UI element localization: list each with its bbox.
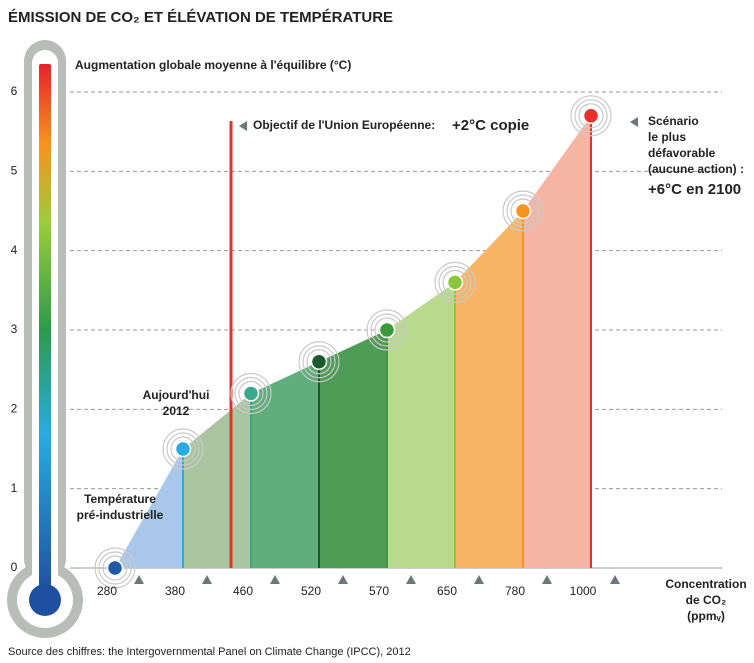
x-axis-label: Concentration (665, 577, 746, 591)
thermometer (7, 40, 83, 638)
axis-marker (474, 575, 484, 584)
annotation: (aucune action) : (648, 162, 744, 176)
y-tick-label: 6 (11, 84, 18, 98)
axis-marker (134, 575, 144, 584)
chart: ÉMISSION DE CO₂ ET ÉLÉVATION DE TEMPÉRAT… (0, 0, 754, 663)
axis-marker (270, 575, 280, 584)
annotation: Objectif de l'Union Européenne: (253, 118, 435, 132)
axis-marker (542, 575, 552, 584)
x-axis-label: de CO₂ (686, 593, 727, 607)
y-axis-label: Augmentation globale moyenne à l'équilib… (75, 58, 351, 72)
point (176, 442, 191, 457)
y-tick-label: 1 (11, 481, 18, 495)
point (584, 108, 599, 123)
point (448, 275, 463, 290)
point (516, 204, 531, 219)
annotation: le plus (648, 130, 686, 144)
x-axis-label: (ppmᵥ) (687, 609, 725, 623)
x-tick-label: 1000 (570, 584, 597, 598)
annotation: Aujourd'hui (143, 388, 210, 402)
x-tick-label: 570 (369, 584, 389, 598)
area-segment (387, 282, 455, 568)
annotation: +6°C en 2100 (648, 181, 741, 198)
chart-title: ÉMISSION DE CO₂ ET ÉLÉVATION DE TEMPÉRAT… (8, 9, 393, 26)
y-tick-label: 3 (11, 322, 18, 336)
annotation: pré-industrielle (77, 508, 164, 522)
x-tick-label: 380 (165, 584, 185, 598)
y-tick-label: 0 (11, 560, 18, 574)
annotation: +2°C copie (452, 117, 529, 134)
annotation: 2012 (163, 404, 190, 418)
source: Source des chiffres: the Intergovernment… (8, 646, 411, 658)
axis-marker (202, 575, 212, 584)
point (312, 354, 327, 369)
point (244, 386, 259, 401)
axis-marker (338, 575, 348, 584)
area-segment (523, 116, 591, 568)
pointer (239, 121, 247, 131)
y-tick-label: 5 (11, 164, 18, 178)
area-segment (251, 362, 319, 568)
x-tick-label: 280 (97, 584, 117, 598)
area-segment (319, 330, 387, 568)
axis-marker (610, 575, 620, 584)
axis-marker (406, 575, 416, 584)
point (380, 323, 395, 338)
annotation: défavorable (648, 146, 716, 160)
y-tick-label: 2 (11, 402, 18, 416)
y-tick-label: 4 (11, 243, 18, 257)
annotation: Température (84, 492, 156, 506)
x-tick-label: 780 (505, 584, 525, 598)
area-segment (183, 393, 251, 568)
x-tick-label: 650 (437, 584, 457, 598)
point (108, 561, 123, 576)
annotation: Scénario (648, 114, 699, 128)
x-tick-label: 520 (301, 584, 321, 598)
pointer (630, 117, 638, 127)
x-tick-label: 460 (233, 584, 253, 598)
